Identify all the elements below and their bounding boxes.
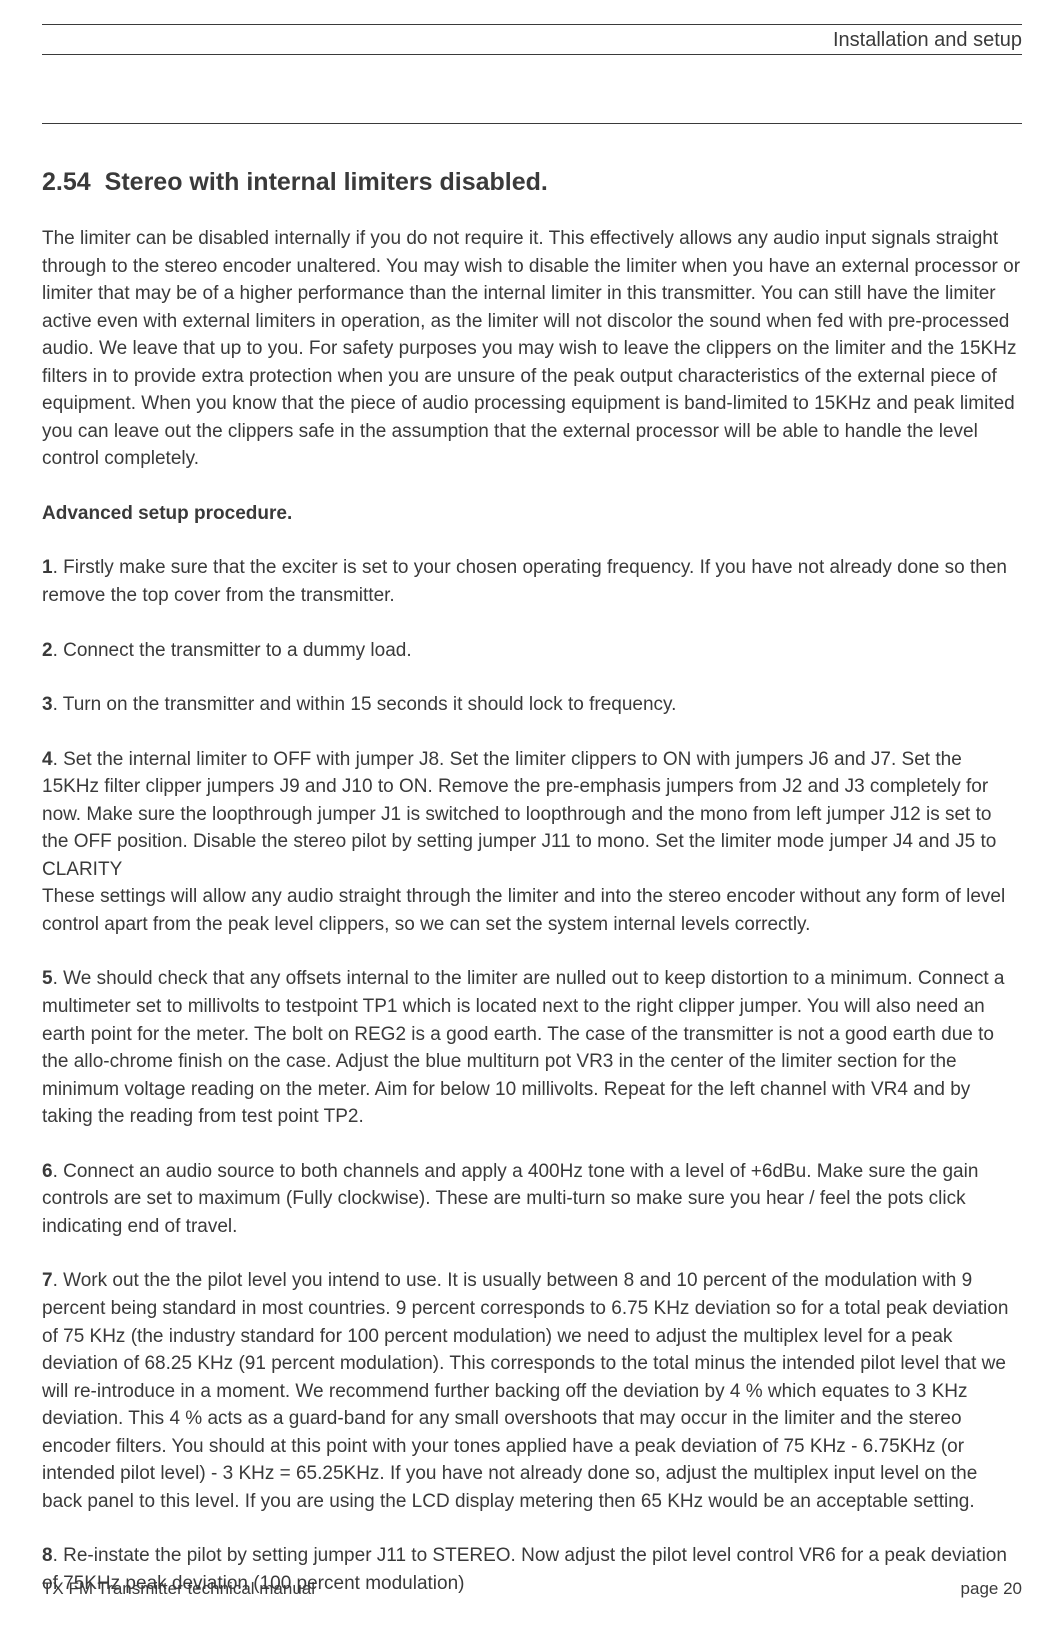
step-4-num: 4 xyxy=(42,749,53,770)
page-footer: TX FM Transmitter technical manual page … xyxy=(42,1579,1022,1599)
step-4-text: . Set the internal limiter to OFF with j… xyxy=(42,749,996,880)
section-top-divider xyxy=(42,123,1022,124)
step-5-text: . We should check that any offsets inter… xyxy=(42,968,1005,1127)
step-5-num: 5 xyxy=(42,968,53,989)
step-7-num: 7 xyxy=(42,1270,53,1291)
step-6-num: 6 xyxy=(42,1161,53,1182)
step-3: 3. Turn on the transmitter and within 15… xyxy=(42,691,1022,719)
section-number: 2.54 xyxy=(42,168,91,197)
step-6: 6. Connect an audio source to both chann… xyxy=(42,1158,1022,1241)
header-right-text: Installation and setup xyxy=(42,25,1022,54)
step-1: 1. Firstly make sure that the exciter is… xyxy=(42,554,1022,609)
step-7-text: . Work out the the pilot level you inten… xyxy=(42,1270,1008,1511)
step-7: 7. Work out the the pilot level you inte… xyxy=(42,1267,1022,1515)
step-3-num: 3 xyxy=(42,694,53,715)
step-1-text: . Firstly make sure that the exciter is … xyxy=(42,557,1007,606)
step-5: 5. We should check that any offsets inte… xyxy=(42,965,1022,1130)
step-4-extra: These settings will allow any audio stra… xyxy=(42,883,1022,938)
step-4: 4. Set the internal limiter to OFF with … xyxy=(42,746,1022,939)
step-2-num: 2 xyxy=(42,640,53,661)
advanced-setup-subheading: Advanced setup procedure. xyxy=(42,500,1022,528)
header-gap xyxy=(42,55,1022,123)
section-title: Stereo with internal limiters disabled. xyxy=(105,168,548,197)
step-8-num: 8 xyxy=(42,1545,53,1566)
section-heading: 2.54 Stereo with internal limiters disab… xyxy=(42,168,1022,197)
footer-right: page 20 xyxy=(961,1579,1022,1599)
step-1-num: 1 xyxy=(42,557,53,578)
step-3-text: . Turn on the transmitter and within 15 … xyxy=(53,694,677,715)
step-2-text: . Connect the transmitter to a dummy loa… xyxy=(53,640,412,661)
document-body: The limiter can be disabled internally i… xyxy=(42,225,1022,1597)
intro-paragraph: The limiter can be disabled internally i… xyxy=(42,225,1022,473)
step-6-text: . Connect an audio source to both channe… xyxy=(42,1161,978,1237)
footer-left: TX FM Transmitter technical manual xyxy=(42,1579,315,1599)
step-2: 2. Connect the transmitter to a dummy lo… xyxy=(42,637,1022,665)
